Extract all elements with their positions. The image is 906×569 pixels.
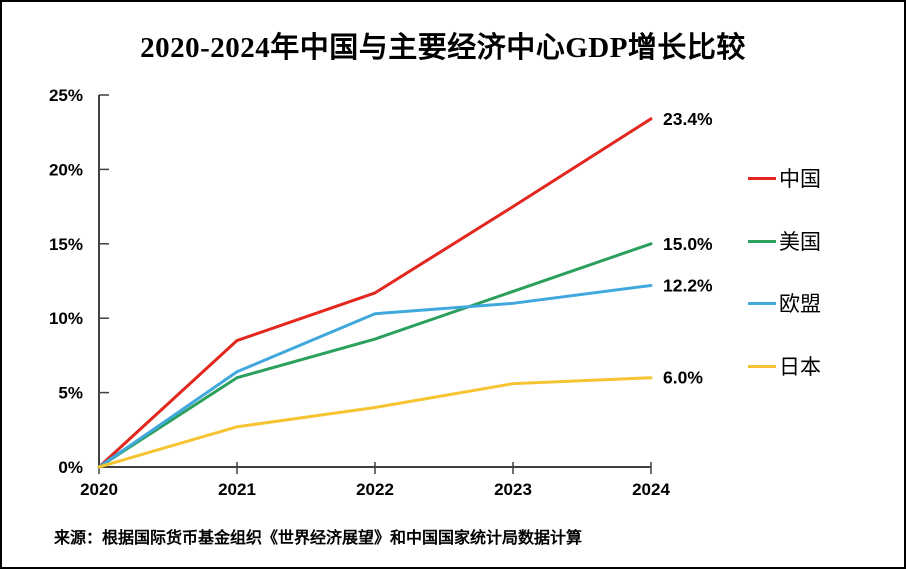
x-axis-tick-label: 2021 [218, 480, 256, 499]
legend-swatch-eu [748, 301, 776, 305]
x-axis-tick-label: 2020 [80, 480, 118, 499]
y-axis-tick-label: 0% [58, 458, 83, 477]
legend-item-china: 中国 [748, 164, 821, 192]
legend-item-japan: 日本 [748, 352, 821, 380]
y-axis-tick-label: 5% [58, 384, 83, 403]
legend-item-eu: 欧盟 [748, 289, 821, 317]
y-axis-tick-label: 25% [49, 86, 83, 105]
x-axis-tick-label: 2023 [494, 480, 532, 499]
series-line-japan [97, 376, 653, 469]
series-end-label-china: 23.4% [663, 109, 713, 129]
series-line-usa [97, 242, 653, 469]
source-note: 来源：根据国际货币基金组织《世界经济展望》和中国国家统计局数据计算 [54, 530, 583, 547]
legend-swatch-usa [748, 239, 776, 243]
legend-item-usa: 美国 [748, 227, 821, 255]
series-end-label-japan: 6.0% [663, 368, 703, 388]
series-line-china [97, 117, 653, 469]
x-axis-tick-label: 2024 [632, 480, 670, 499]
series-end-label-usa: 15.0% [663, 234, 713, 254]
y-axis-tick-label: 15% [49, 235, 83, 254]
legend-label-china: 中国 [779, 167, 821, 191]
legend-swatch-japan [748, 364, 776, 368]
y-axis-tick-label: 20% [49, 160, 83, 179]
legend-label-usa: 美国 [779, 230, 821, 254]
legend-label-eu: 欧盟 [779, 292, 821, 316]
chart-title: 2020-2024年中国与主要经济中心GDP增长比较 [140, 32, 746, 64]
x-axis-tick-label: 2022 [356, 480, 394, 499]
legend-label-japan: 日本 [779, 355, 821, 379]
y-axis-tick-label: 10% [49, 309, 83, 328]
legend-swatch-china [748, 176, 776, 180]
series-line-eu [97, 283, 653, 469]
series-end-label-eu: 12.2% [663, 275, 713, 295]
